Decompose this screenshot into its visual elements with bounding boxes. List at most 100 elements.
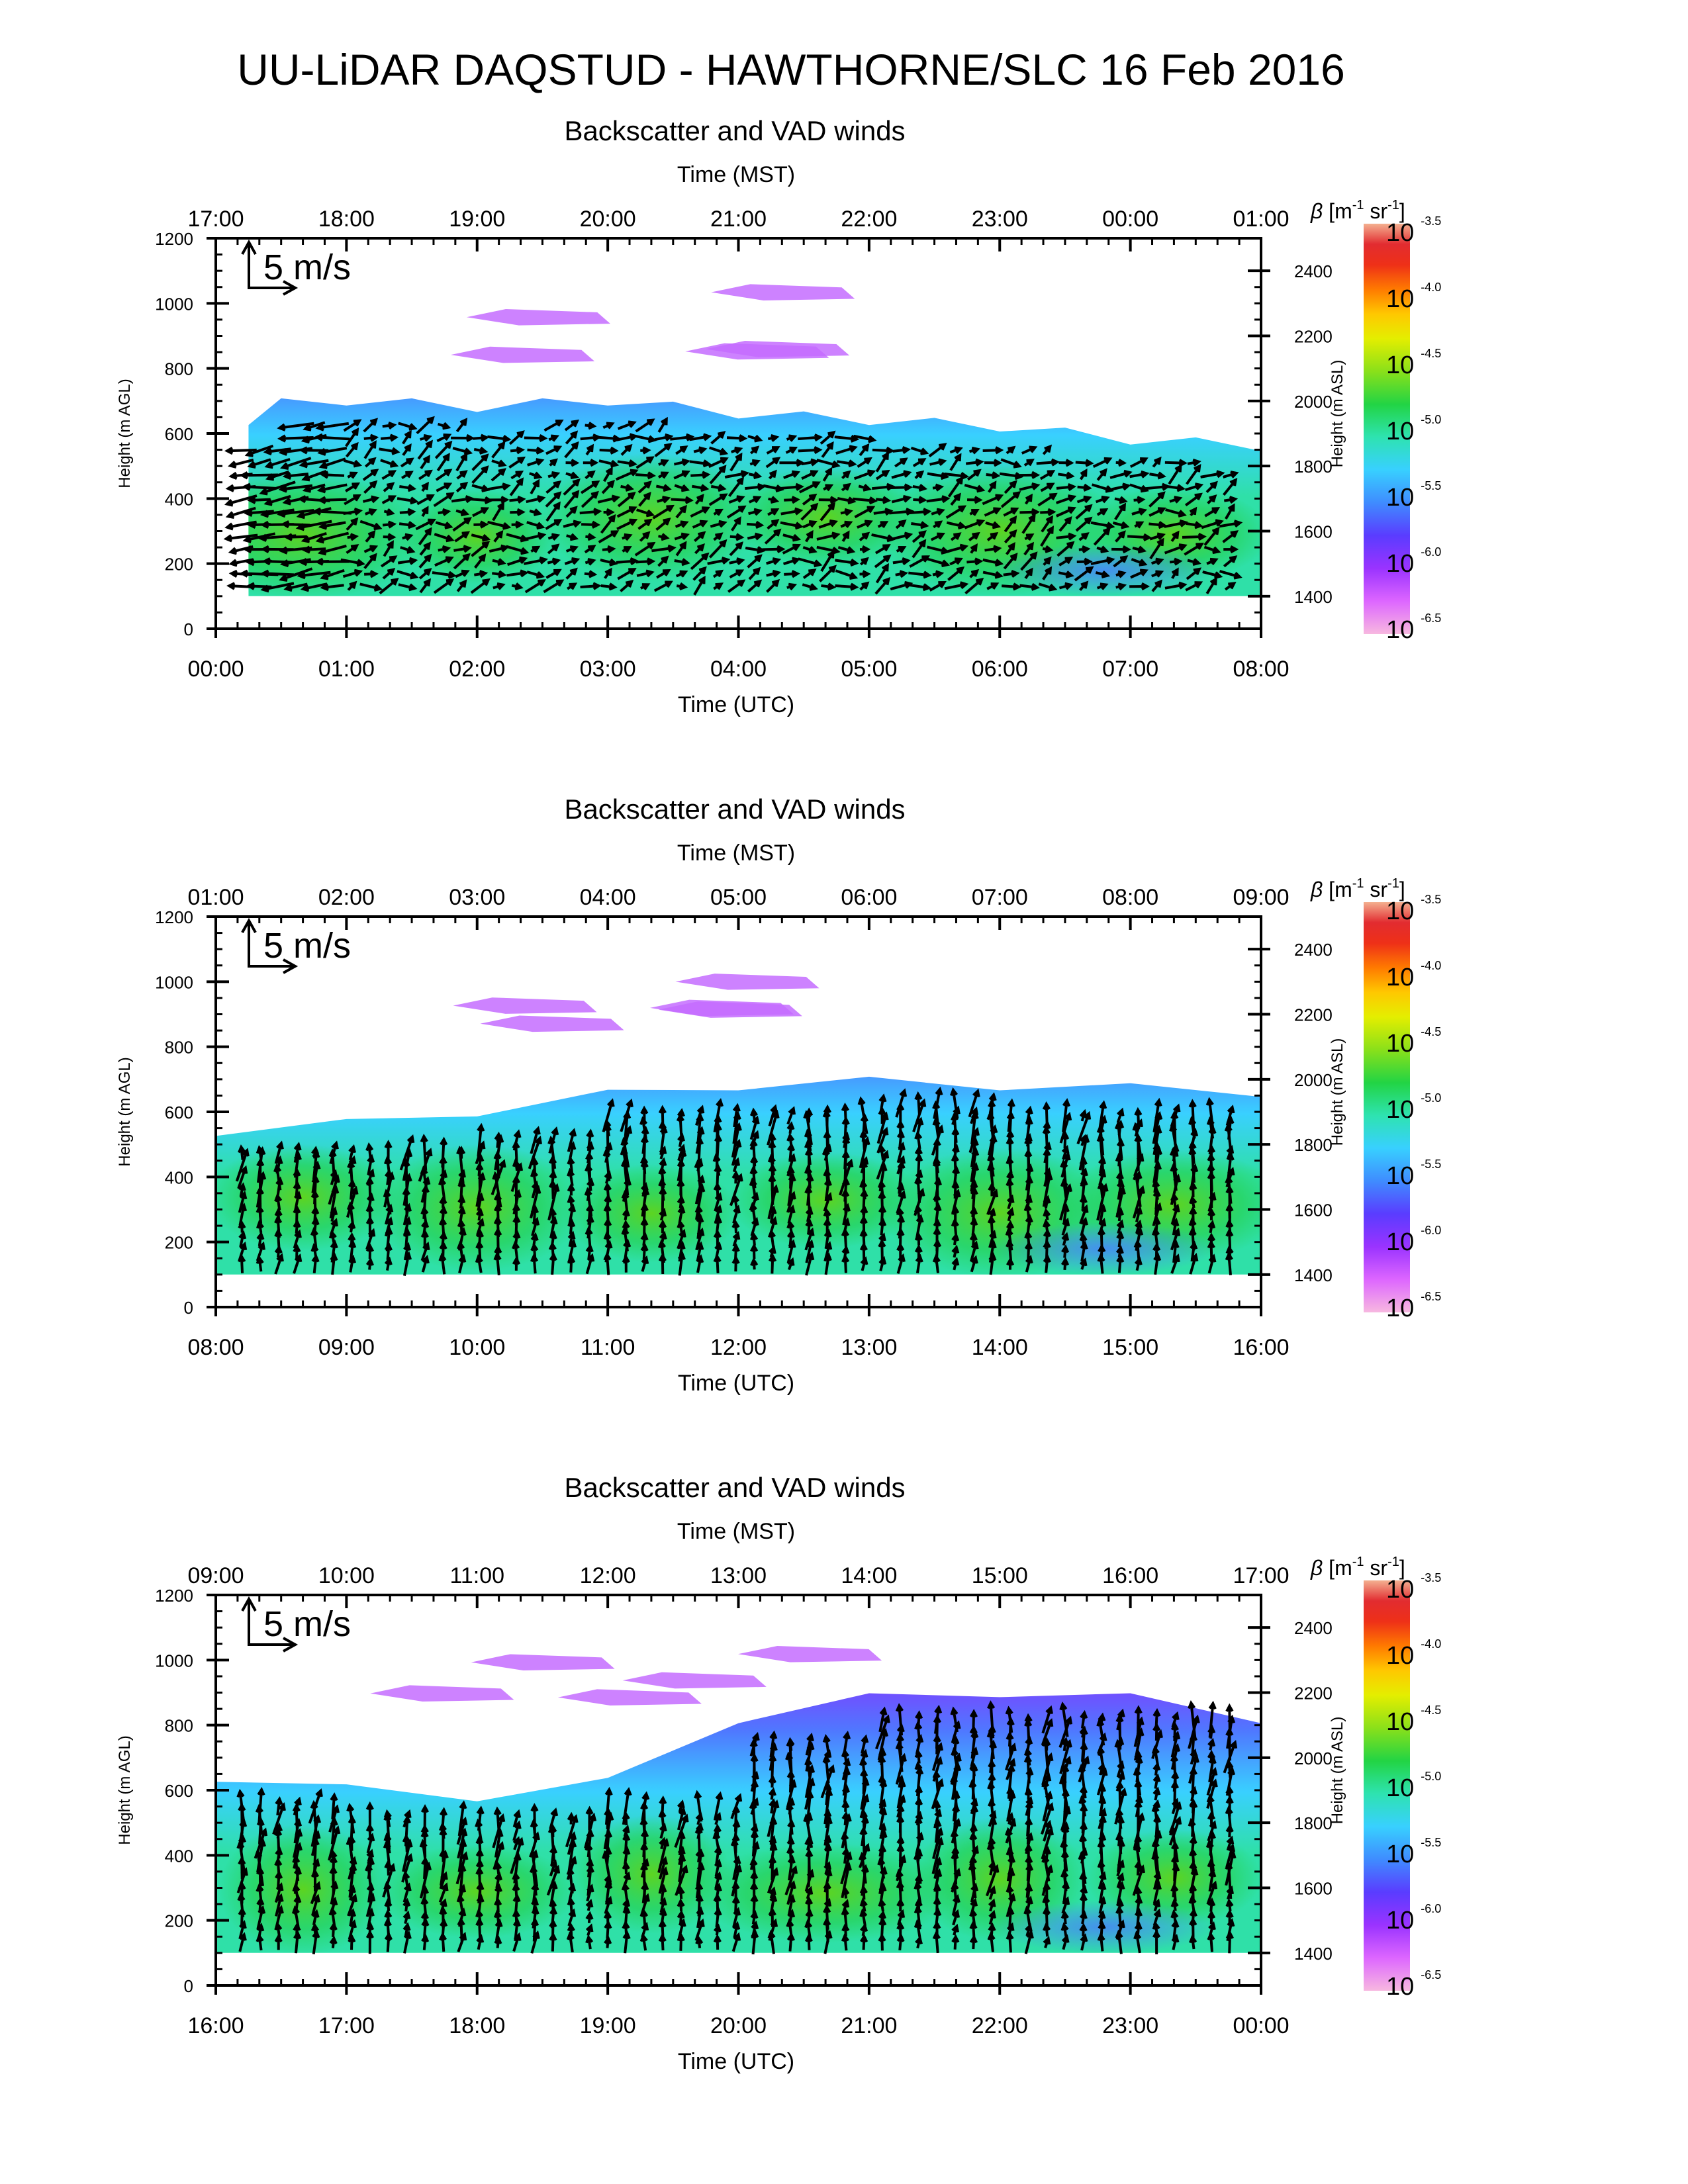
wind-vector-head [391, 577, 399, 586]
wind-vector [383, 1173, 393, 1208]
wind-vector-head [958, 505, 967, 513]
wind-vector-head [626, 1098, 633, 1108]
wind-vector-head [750, 1243, 759, 1252]
wind-vector-head [439, 1205, 447, 1214]
wind-vector [749, 1132, 759, 1150]
wind-vector [1075, 504, 1092, 520]
wind-vector-head [625, 483, 634, 492]
wind-vector [728, 478, 744, 497]
wind-vector-head [1025, 567, 1033, 576]
wind-vector [397, 497, 416, 503]
wind-vector [1227, 1154, 1233, 1177]
aerosol-layer [451, 346, 595, 363]
wind-vector-head [1211, 526, 1220, 535]
wind-vector-head [644, 518, 653, 527]
wind-vector-head [954, 453, 962, 462]
wind-vector-head [721, 557, 731, 565]
wind-vector [825, 1811, 829, 1829]
wind-vector-head [679, 445, 688, 453]
wind-vector [524, 436, 545, 440]
wind-vector-head [1143, 533, 1152, 541]
wind-vector-head [934, 1808, 943, 1817]
wind-vector-head [260, 584, 269, 593]
wind-vector-head [265, 473, 275, 481]
wind-vector-head [423, 541, 432, 550]
wind-vector-head [915, 1811, 923, 1820]
wind-vector-head [1178, 581, 1188, 590]
wind-vector [367, 1144, 373, 1162]
wind-vector-head [1119, 1787, 1127, 1797]
wind-vector-head [1117, 582, 1127, 591]
wind-vector [275, 1895, 283, 1917]
wind-vector-head [226, 582, 236, 590]
wind-vector [678, 1253, 684, 1276]
wind-vector-head [731, 1219, 740, 1228]
wind-vector-head [407, 508, 416, 516]
wind-vector-head [681, 558, 690, 567]
wind-vector-head [663, 484, 672, 492]
wind-vector [432, 571, 455, 577]
wind-vector-head [446, 492, 455, 500]
wind-vector [707, 558, 728, 565]
wind-vector-head [1025, 1105, 1033, 1115]
wind-vector-head [972, 531, 980, 540]
wind-vector-head [734, 446, 743, 455]
wind-vector [1038, 582, 1055, 590]
wind-vector-head [462, 553, 471, 561]
wind-vector-head [605, 467, 613, 475]
wind-vector [749, 1843, 759, 1870]
wind-vector [564, 442, 579, 459]
colorbar-units-exp: -1 [1352, 198, 1364, 212]
wind-vector [709, 466, 726, 484]
wind-vector-head [1079, 1923, 1088, 1932]
wind-vector [455, 1853, 467, 1885]
wind-vector [678, 1243, 684, 1262]
wind-vector [840, 1853, 851, 1885]
wind-vector-head [886, 446, 895, 455]
wind-vector-head [365, 1257, 374, 1266]
wind-vector [301, 459, 329, 467]
wind-vector [1036, 461, 1058, 465]
wind-vector-head [494, 1872, 502, 1881]
wind-vector [263, 572, 295, 576]
wind-vector-head [514, 1820, 522, 1829]
wind-vector-head [569, 582, 578, 590]
wind-vector-head [1045, 1718, 1054, 1727]
wind-vector-head [1174, 496, 1183, 504]
wind-vector-head [517, 456, 526, 465]
wind-vector-head [680, 484, 690, 492]
wind-vector-head [737, 579, 746, 587]
wind-vector [931, 1780, 943, 1809]
wind-vector-head [662, 569, 671, 576]
wind-vector [1008, 1933, 1012, 1953]
wind-vector [1227, 1254, 1233, 1275]
wind-vector-head [459, 470, 468, 478]
wind-vector-head [247, 461, 256, 469]
wind-vector-head [539, 434, 548, 443]
colorbar-tick-label: 10 -4.0 [1386, 959, 1441, 991]
wind-vector [835, 446, 856, 455]
wind-vector-head [320, 583, 329, 592]
wind-vector-head [277, 423, 286, 432]
wind-vector [1205, 578, 1217, 594]
wind-vector [320, 544, 347, 555]
wind-vector [1208, 1703, 1215, 1738]
wind-vector-head [515, 471, 524, 478]
colorbar: β [m-1 sr-1]10 -3.510 -4.010 -4.510 -5.010 -5… [1310, 198, 1441, 644]
wind-vector-head [1192, 558, 1201, 567]
wind-vector [586, 1144, 592, 1163]
wind-vector-head [1155, 570, 1164, 578]
wind-vector-head [715, 569, 724, 578]
wind-vector [1090, 558, 1113, 566]
wind-vector [487, 484, 508, 491]
wind-vector [397, 559, 416, 565]
wind-vector-head [1178, 510, 1187, 518]
wind-vector-head [1080, 580, 1089, 589]
wind-vector-head [959, 543, 969, 552]
wind-vector-head [604, 567, 612, 576]
wind-vector [695, 1107, 704, 1126]
wind-vector-head [643, 492, 651, 500]
wind-vector-head [989, 480, 997, 489]
wind-vector [786, 1781, 796, 1809]
wind-vector [988, 1819, 996, 1845]
